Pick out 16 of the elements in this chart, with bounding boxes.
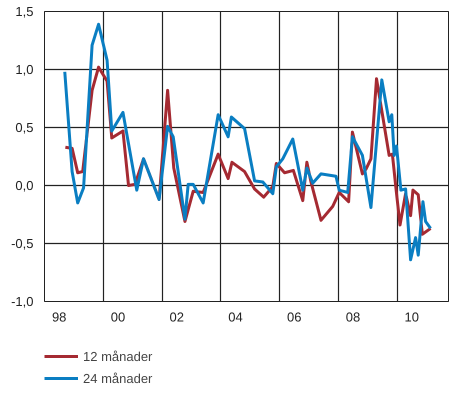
x-tick-label: 06 (287, 310, 302, 324)
x-tick-label: 10 (404, 310, 420, 324)
y-tick-label: -0,5 (11, 236, 34, 251)
x-tick-label: 00 (110, 310, 126, 324)
x-tick-label: 04 (228, 310, 243, 324)
y-tick-label: 0,0 (15, 178, 34, 193)
y-tick-label: 1,5 (15, 4, 34, 19)
line-series (63, 22, 432, 262)
x-tick-label: 02 (169, 310, 184, 324)
x-tick-label: 08 (346, 310, 360, 324)
y-tick-label: -1,0 (11, 294, 34, 309)
y-tick-label: 0,5 (15, 120, 34, 135)
legend-label: 24 månader (83, 370, 152, 386)
legend-label: 12 månader (83, 348, 152, 364)
x-tick-label: 98 (52, 310, 66, 324)
y-tick-label: 1,0 (15, 62, 34, 77)
